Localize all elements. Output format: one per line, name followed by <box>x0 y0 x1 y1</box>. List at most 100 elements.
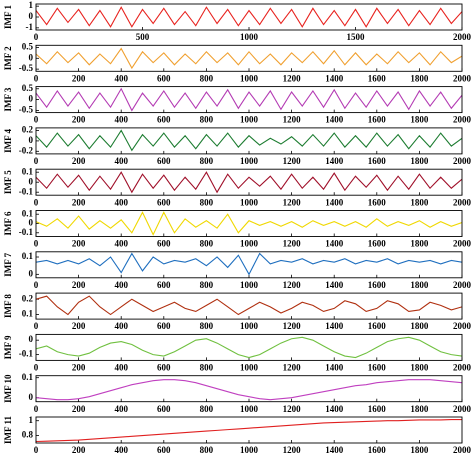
x-tick-label: 1200 <box>283 73 302 83</box>
y-axis-label: IMF 6 <box>3 211 13 235</box>
axes-frame <box>35 210 463 237</box>
y-tick-label: 0.1 <box>22 309 34 319</box>
x-tick-label: 2000 <box>453 32 472 42</box>
y-axis-label: IMF 9 <box>3 335 13 359</box>
x-tick-label: 200 <box>72 73 86 83</box>
x-tick-label: 400 <box>114 280 128 290</box>
x-tick-label: 0 <box>34 362 39 372</box>
x-tick-label: 600 <box>157 239 171 249</box>
x-tick-label: 600 <box>157 280 171 290</box>
x-tick-label: 800 <box>200 73 214 83</box>
x-tick-label: 800 <box>200 115 214 125</box>
y-tick-label: 0.1 <box>22 166 34 176</box>
x-tick-label: 400 <box>114 362 128 372</box>
x-tick-label: 1000 <box>240 115 259 125</box>
x-tick-label: 1000 <box>240 239 259 249</box>
x-tick-label: 2000 <box>453 404 472 414</box>
x-tick-label: 400 <box>114 321 128 331</box>
y-tick-label: 0 <box>29 392 34 402</box>
x-tick-label: 600 <box>157 362 171 372</box>
axes-frame <box>35 292 463 320</box>
x-tick-label: 1600 <box>368 404 387 414</box>
x-tick-label: 400 <box>114 156 128 166</box>
y-tick-label: 0 <box>29 11 34 21</box>
signal-line <box>36 6 462 28</box>
axes-frame <box>35 333 463 361</box>
y-tick-label: -0.1 <box>19 186 34 196</box>
x-tick-label: 1400 <box>325 362 344 372</box>
y-tick-label: -0.2 <box>19 145 34 155</box>
panel: IMF 10 0 0.1 0 200 400 600 800 1000 1200 1400 1600 1… <box>3 372 471 414</box>
y-tick-label: 0.8 <box>22 430 34 440</box>
x-tick-label: 0 <box>34 239 39 249</box>
x-tick-label: 1200 <box>283 239 302 249</box>
x-tick-label: 1400 <box>325 445 344 455</box>
x-tick-label: 0 <box>34 197 39 207</box>
x-tick-label: 400 <box>114 404 128 414</box>
x-tick-label: 1600 <box>368 321 387 331</box>
y-tick-label: 0.1 <box>22 251 34 261</box>
x-tick-label: 200 <box>72 362 86 372</box>
x-tick-label: 600 <box>157 404 171 414</box>
x-tick-label: 1400 <box>325 197 344 207</box>
y-axis-label: IMF 11 <box>3 416 13 444</box>
y-tick-label: -0.1 <box>19 227 34 237</box>
y-tick-label: -1 <box>26 22 34 32</box>
signal-line <box>36 211 462 236</box>
x-tick-label: 1200 <box>283 115 302 125</box>
y-tick-label: 0 <box>29 176 34 186</box>
x-tick-label: 2000 <box>453 73 472 83</box>
x-tick-label: 200 <box>72 321 86 331</box>
y-axis-label: IMF 3 <box>3 87 13 111</box>
x-tick-label: 200 <box>72 115 86 125</box>
x-tick-label: 1600 <box>368 115 387 125</box>
x-tick-label: 1000 <box>240 280 259 290</box>
axes-frame <box>35 375 463 403</box>
y-tick-label: 0 <box>29 334 34 344</box>
panel: IMF 2 -0.500.50 200 400 600 800 1000 1200 1400 16… <box>3 42 471 84</box>
x-tick-label: 1400 <box>325 156 344 166</box>
x-tick-label: 1400 <box>325 115 344 125</box>
axes-frame <box>35 44 463 72</box>
x-tick-label: 2000 <box>453 280 472 290</box>
x-tick-label: 2000 <box>453 239 472 249</box>
x-tick-label: 1400 <box>325 404 344 414</box>
x-tick-label: 2000 <box>453 445 472 455</box>
y-tick-label: 0.2 <box>22 125 34 135</box>
y-tick-label: 0 <box>29 218 34 228</box>
y-tick-label: 0 <box>29 135 34 145</box>
y-tick-label: 0 <box>29 268 34 278</box>
x-tick-label: 800 <box>200 280 214 290</box>
x-tick-label: 1200 <box>283 404 302 414</box>
x-tick-label: 1200 <box>283 445 302 455</box>
x-tick-label: 2000 <box>453 197 472 207</box>
signal-line <box>36 47 462 70</box>
x-tick-label: 1400 <box>325 321 344 331</box>
x-tick-label: 1800 <box>410 445 429 455</box>
x-tick-label: 200 <box>72 445 86 455</box>
x-tick-label: 200 <box>72 239 86 249</box>
signal-line <box>36 87 462 112</box>
axes-frame <box>35 416 463 444</box>
x-tick-label: 600 <box>157 445 171 455</box>
signal-line <box>36 129 462 152</box>
y-tick-label: 0.1 <box>22 372 34 382</box>
x-tick-label: 0 <box>34 73 39 83</box>
y-tick-label: 1 <box>29 415 34 425</box>
panel: IMF 7 0 0.1 0 200 400 600 800 1000 1200 1400 1600 18… <box>3 251 471 290</box>
x-tick-label: 400 <box>114 197 128 207</box>
x-tick-label: 800 <box>200 197 214 207</box>
x-tick-label: 1000 <box>240 73 259 83</box>
y-tick-label: 0.1 <box>22 208 34 218</box>
x-tick-label: 1800 <box>410 115 429 125</box>
x-tick-label: 800 <box>200 362 214 372</box>
x-tick-label: 0 <box>34 32 39 42</box>
x-tick-label: 1200 <box>283 197 302 207</box>
x-tick-label: 600 <box>157 197 171 207</box>
x-tick-label: 600 <box>157 73 171 83</box>
x-tick-label: 200 <box>72 197 86 207</box>
x-tick-label: 600 <box>157 156 171 166</box>
x-tick-label: 1800 <box>410 156 429 166</box>
x-tick-label: 0 <box>34 156 39 166</box>
y-axis-label: IMF 1 <box>3 5 13 29</box>
